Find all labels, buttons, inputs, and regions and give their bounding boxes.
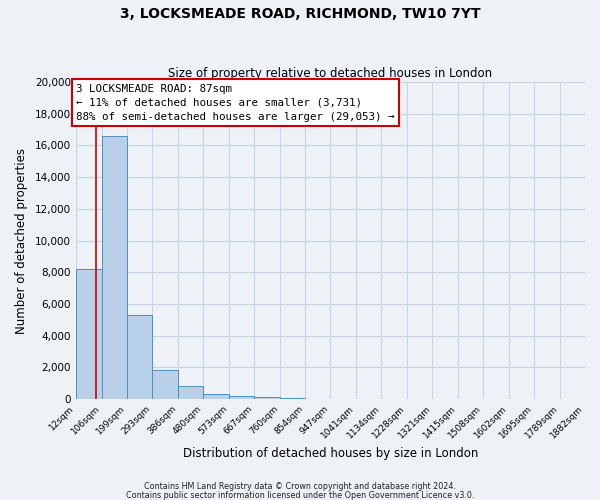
Text: 3, LOCKSMEADE ROAD, RICHMOND, TW10 7YT: 3, LOCKSMEADE ROAD, RICHMOND, TW10 7YT	[119, 8, 481, 22]
Text: Contains public sector information licensed under the Open Government Licence v3: Contains public sector information licen…	[126, 491, 474, 500]
Bar	[178, 386, 203, 399]
Bar	[152, 370, 178, 399]
Text: 3 LOCKSMEADE ROAD: 87sqm
← 11% of detached houses are smaller (3,731)
88% of sem: 3 LOCKSMEADE ROAD: 87sqm ← 11% of detach…	[76, 84, 395, 122]
Bar	[254, 398, 280, 399]
Title: Size of property relative to detached houses in London: Size of property relative to detached ho…	[169, 66, 493, 80]
Bar	[127, 315, 152, 399]
Bar	[203, 394, 229, 399]
Bar	[101, 136, 127, 399]
Bar	[229, 396, 254, 399]
Bar	[280, 398, 305, 399]
Text: Contains HM Land Registry data © Crown copyright and database right 2024.: Contains HM Land Registry data © Crown c…	[144, 482, 456, 491]
X-axis label: Distribution of detached houses by size in London: Distribution of detached houses by size …	[183, 447, 478, 460]
Bar	[76, 269, 101, 399]
Y-axis label: Number of detached properties: Number of detached properties	[15, 148, 28, 334]
